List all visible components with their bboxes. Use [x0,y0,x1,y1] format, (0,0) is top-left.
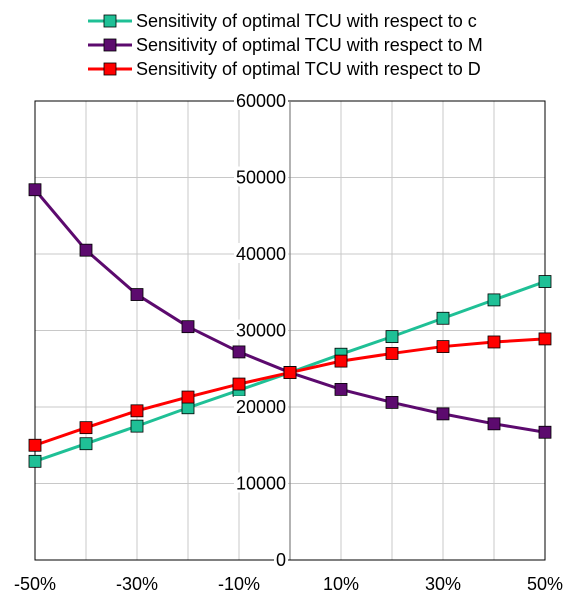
data-point-1-9 [487,417,501,431]
y-tick-label: 40000 [236,244,286,264]
y-tick-label: 30000 [236,321,286,341]
y-tick-label-background [234,166,288,187]
x-tick-label: -30% [116,574,158,594]
data-point-2-0 [28,438,42,452]
data-point-2-3 [181,390,195,404]
data-point-1-0 [28,183,42,197]
data-point-0-9 [487,293,501,307]
data-point-1-1 [79,243,93,257]
data-point-0-3 [181,401,195,415]
y-tick-label: 0 [276,550,286,570]
y-tick-label-background [234,319,288,340]
x-tick-label: 50% [527,574,563,594]
data-point-1-3 [181,320,195,334]
data-point-0-0 [28,454,42,468]
data-point-2-8 [436,340,450,353]
legend-label-0: Sensitivity of optimal TCU with respect … [136,11,477,31]
data-point-0-2 [130,419,144,433]
data-point-2-10 [538,332,552,346]
y-tick-label: 50000 [236,168,286,188]
y-tick-label-background [234,90,288,110]
data-point-0-8 [436,311,450,325]
y-tick-labels: 0 10000 20000 30000 40000 50000 60000 [234,90,288,570]
y-tick-label: 10000 [236,474,286,494]
data-point-2-4 [232,377,246,391]
series-layer [28,183,552,468]
legend-marker-1 [103,38,117,52]
x-tick-label: 10% [323,574,359,594]
x-tick-labels: -50% -30% -10% 10% 30% 50% [14,574,563,594]
y-tick-label-background [234,472,288,493]
data-point-1-7 [385,396,399,409]
data-point-1-8 [436,407,450,421]
y-tick-label-background [274,549,288,569]
data-point-2-9 [487,335,501,349]
y-tick-label: 60000 [236,91,286,111]
data-point-1-2 [130,288,144,301]
data-point-2-7 [385,347,399,360]
data-point-2-2 [130,404,144,418]
data-point-0-10 [538,275,552,288]
data-point-0-7 [385,330,399,344]
data-point-1-10 [538,425,552,439]
y-tick-label-background [234,243,288,263]
data-point-1-6 [334,383,348,396]
data-point-0-1 [79,437,93,451]
data-point-2-5 [283,366,297,379]
data-point-2-6 [334,354,348,368]
axes [34,100,546,561]
legend-marker-2 [103,62,117,76]
data-point-1-4 [232,345,246,359]
legend-label-1: Sensitivity of optimal TCU with respect … [136,35,483,55]
x-tick-label: -50% [14,574,56,594]
legend: Sensitivity of optimal TCU with respect … [88,11,483,79]
y-tick-label-background [234,396,288,416]
x-tick-label: -10% [218,574,260,594]
y-tick-label: 20000 [236,397,286,417]
legend-marker-0 [103,14,117,28]
legend-label-2: Sensitivity of optimal TCU with respect … [136,59,481,79]
x-tick-label: 30% [425,574,461,594]
data-point-2-1 [79,421,93,435]
